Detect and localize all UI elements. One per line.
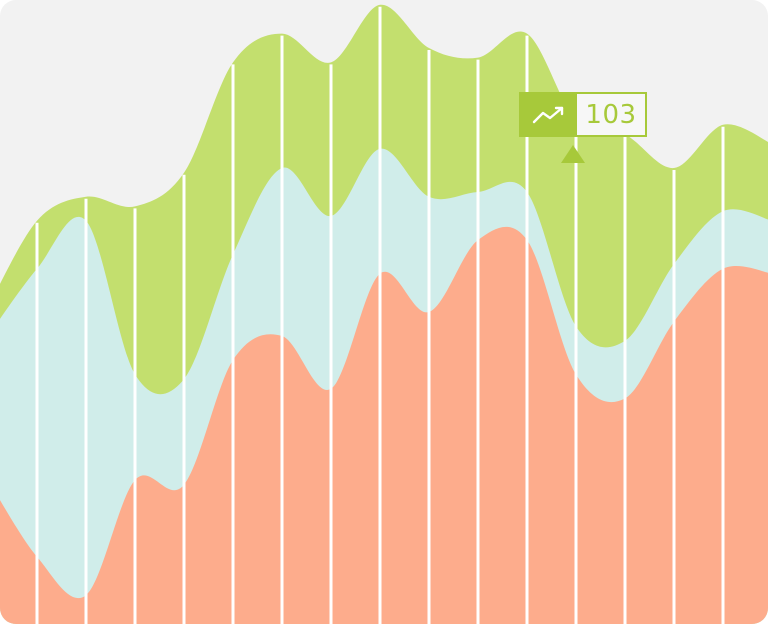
value-tooltip: 103 [519, 92, 647, 137]
area-layers [0, 4, 768, 624]
trend-badge [521, 94, 577, 135]
tooltip-pointer [561, 145, 585, 163]
trending-up-icon [532, 106, 564, 123]
tooltip-value: 103 [585, 99, 637, 130]
